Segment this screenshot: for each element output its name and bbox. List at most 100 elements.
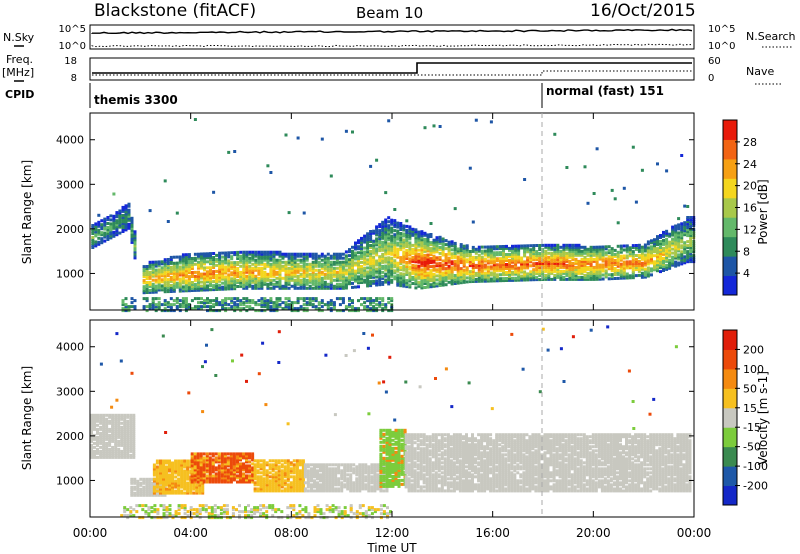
power-cell xyxy=(236,279,240,282)
power-cell xyxy=(568,261,572,265)
velocity-cell xyxy=(271,485,275,489)
power-cell xyxy=(172,281,176,285)
velocity-cell xyxy=(289,481,293,485)
power-cell xyxy=(680,154,684,157)
beam-title: Beam 10 xyxy=(356,4,423,22)
velocity-cell xyxy=(319,473,322,477)
velocity-cell xyxy=(283,489,287,493)
velocity-cell xyxy=(132,437,136,441)
power-cell xyxy=(381,252,385,256)
power-cell xyxy=(248,301,252,305)
power-cell xyxy=(166,282,170,286)
power-cell xyxy=(142,289,146,293)
velocity-cell xyxy=(159,463,162,467)
velocity-cell xyxy=(245,452,248,456)
power-cell xyxy=(426,285,430,289)
power-cell xyxy=(254,276,258,280)
power-cell xyxy=(260,266,264,270)
power-cell xyxy=(650,247,653,251)
power-cell xyxy=(157,270,161,274)
power-cell xyxy=(172,299,176,303)
power-cell xyxy=(269,305,273,309)
power-cell xyxy=(417,258,421,262)
power-cell xyxy=(495,259,499,263)
velocity-cell xyxy=(201,487,205,491)
power-cell xyxy=(332,256,336,260)
velocity-cell xyxy=(295,459,299,463)
velocity-cell xyxy=(217,456,221,460)
velocity-cell xyxy=(123,431,127,435)
power-cell xyxy=(203,299,206,303)
power-cell xyxy=(653,242,656,246)
velocity-cell xyxy=(195,485,199,489)
power-cell xyxy=(311,252,315,256)
velocity-cell xyxy=(165,461,168,465)
power-cell xyxy=(574,277,578,281)
power-cell xyxy=(640,267,644,271)
power-cell xyxy=(338,278,342,282)
power-cell xyxy=(245,282,249,286)
power-cell xyxy=(465,258,469,262)
power-cell xyxy=(571,265,575,269)
power-cell xyxy=(656,265,659,269)
power-cell xyxy=(634,246,638,249)
power-cell xyxy=(242,276,246,280)
velocity-cell xyxy=(168,461,171,465)
power-cell xyxy=(266,252,270,256)
velocity-cell xyxy=(93,425,96,429)
velocity-cell xyxy=(239,462,242,466)
power-cell xyxy=(396,263,400,267)
power-cell xyxy=(187,269,191,273)
velocity-cell xyxy=(126,453,130,457)
power-cell xyxy=(411,229,415,233)
velocity-cell xyxy=(142,477,146,481)
power-cell xyxy=(203,252,206,256)
power-cell xyxy=(486,265,490,269)
power-cell xyxy=(453,255,457,259)
power-cell xyxy=(553,251,557,255)
power-cell xyxy=(224,265,228,269)
power-cell xyxy=(178,269,182,273)
power-cell xyxy=(420,286,424,290)
power-cell xyxy=(97,228,101,232)
power-cell xyxy=(544,255,548,259)
power-cell xyxy=(197,270,200,274)
power-cell xyxy=(151,301,155,305)
power-cell xyxy=(332,272,336,276)
power-cell xyxy=(341,280,345,284)
velocity-cell xyxy=(177,463,181,467)
velocity-cell xyxy=(262,465,266,469)
power-cell xyxy=(154,303,158,307)
velocity-cell xyxy=(90,423,93,427)
velocity-cell xyxy=(277,485,281,489)
power-cell xyxy=(278,270,282,274)
power-cell xyxy=(483,249,487,253)
velocity-cell xyxy=(111,451,115,455)
power-cell xyxy=(408,227,412,231)
power-cell xyxy=(492,257,496,261)
power-cell xyxy=(628,246,632,250)
power-cell xyxy=(571,245,575,249)
power-cell xyxy=(659,270,662,274)
velocity-cell xyxy=(265,485,269,489)
velocity-cell xyxy=(108,419,112,423)
velocity-cell xyxy=(168,459,171,463)
power-cell xyxy=(680,222,684,226)
velocity-cell xyxy=(208,458,212,462)
power-cell xyxy=(486,247,490,251)
power-cell xyxy=(499,259,502,263)
power-cell xyxy=(532,268,536,272)
power-cell xyxy=(689,218,693,221)
velocity-cell xyxy=(277,461,281,465)
velocity-cell xyxy=(162,467,165,471)
velocity-cell xyxy=(328,483,332,487)
power-cell xyxy=(619,272,623,276)
velocity-cell xyxy=(232,464,236,468)
power-cell xyxy=(423,249,427,253)
velocity-cell xyxy=(277,469,281,473)
velocity-cell xyxy=(301,463,305,467)
power-cell xyxy=(248,256,252,260)
power-cell xyxy=(378,301,382,305)
power-cell xyxy=(595,275,599,279)
velocity-cell xyxy=(129,417,133,421)
